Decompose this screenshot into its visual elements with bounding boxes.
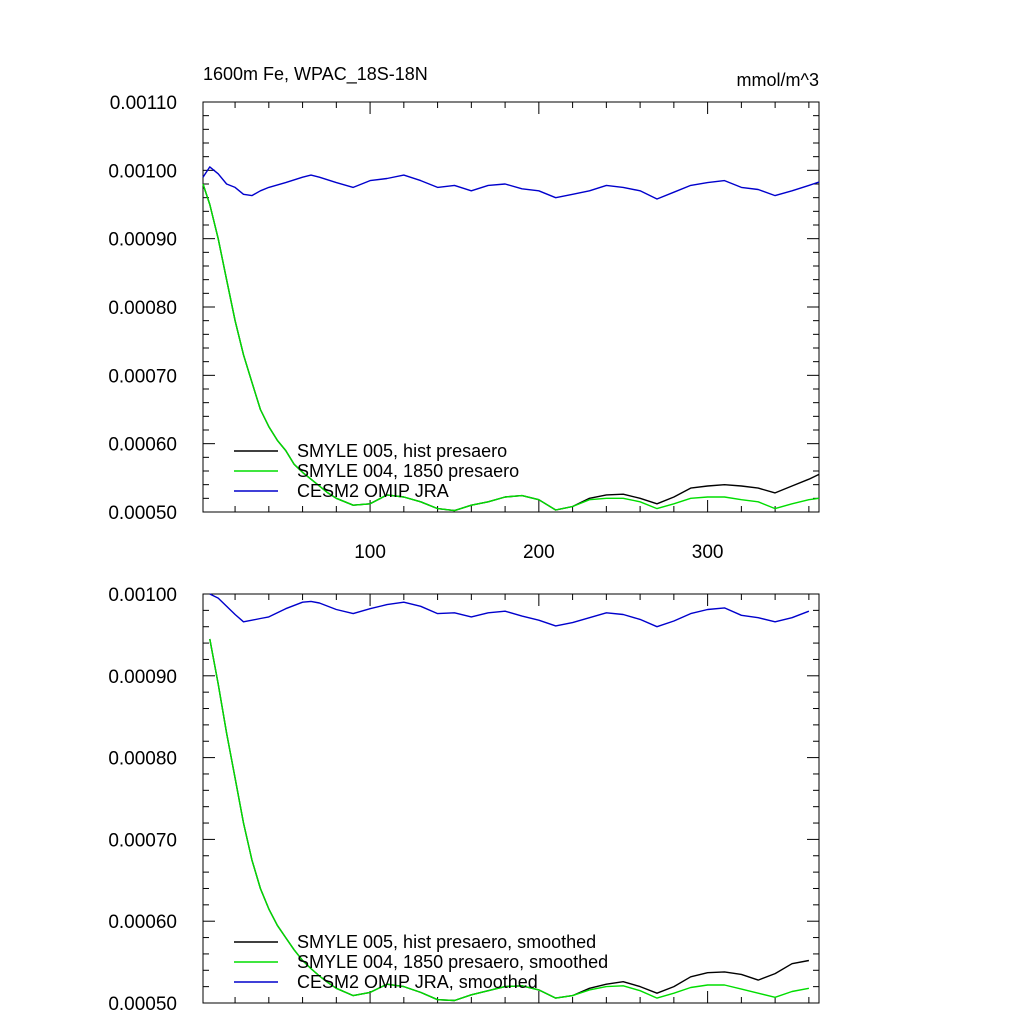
ytick-label: 0.00060: [108, 435, 177, 456]
ytick-label: 0.00070: [108, 366, 177, 387]
ytick-label: 0.00090: [108, 230, 177, 251]
xtick-label: 300: [692, 542, 724, 563]
top-panel: 0.00050 0.00060 0.00070 0.00080 0.00090 0.001…: [108, 64, 820, 563]
ytick-label: 0.00080: [108, 749, 177, 770]
chart-title: 1600m Fe, WPAC_18S-18N: [203, 64, 428, 85]
ytick-label: 0.00060: [108, 912, 177, 933]
bottom-panel: 0.00050 0.00060 0.00070 0.00080 0.00090 0.001…: [108, 585, 820, 1015]
ytick-label: 0.00100: [108, 161, 177, 182]
units-label: mmol/m^3: [737, 70, 819, 90]
ytick-label: 0.00080: [108, 298, 177, 319]
series-line-3: [209, 593, 810, 628]
ytick-label: 0.00090: [108, 667, 177, 688]
legend-label: CESM2 OMIP JRA, smoothed: [297, 972, 538, 992]
plot-frame: [202, 101, 820, 513]
ytick-label: 0.00070: [108, 830, 177, 851]
ytick-label: 0.00050: [108, 503, 177, 524]
plot-frame: [202, 593, 820, 1004]
ytick-label: 0.00110: [110, 93, 177, 114]
legend-label: SMYLE 005, hist presaero, smoothed: [297, 932, 596, 952]
xtick-label: 200: [523, 542, 555, 563]
series-line-2: [209, 638, 810, 1002]
legend-label: CESM2 OMIP JRA: [297, 481, 449, 501]
series-line-3: [202, 166, 820, 200]
ytick-label: 0.00100: [108, 585, 177, 606]
legend-label: SMYLE 004, 1850 presaero, smoothed: [297, 952, 608, 972]
legend-label: SMYLE 005, hist presaero: [297, 441, 507, 461]
ytick-label: 0.00050: [108, 994, 177, 1015]
series-line-2: [202, 183, 820, 512]
xtick-label: 100: [354, 542, 386, 563]
legend-label: SMYLE 004, 1850 presaero: [297, 461, 519, 481]
